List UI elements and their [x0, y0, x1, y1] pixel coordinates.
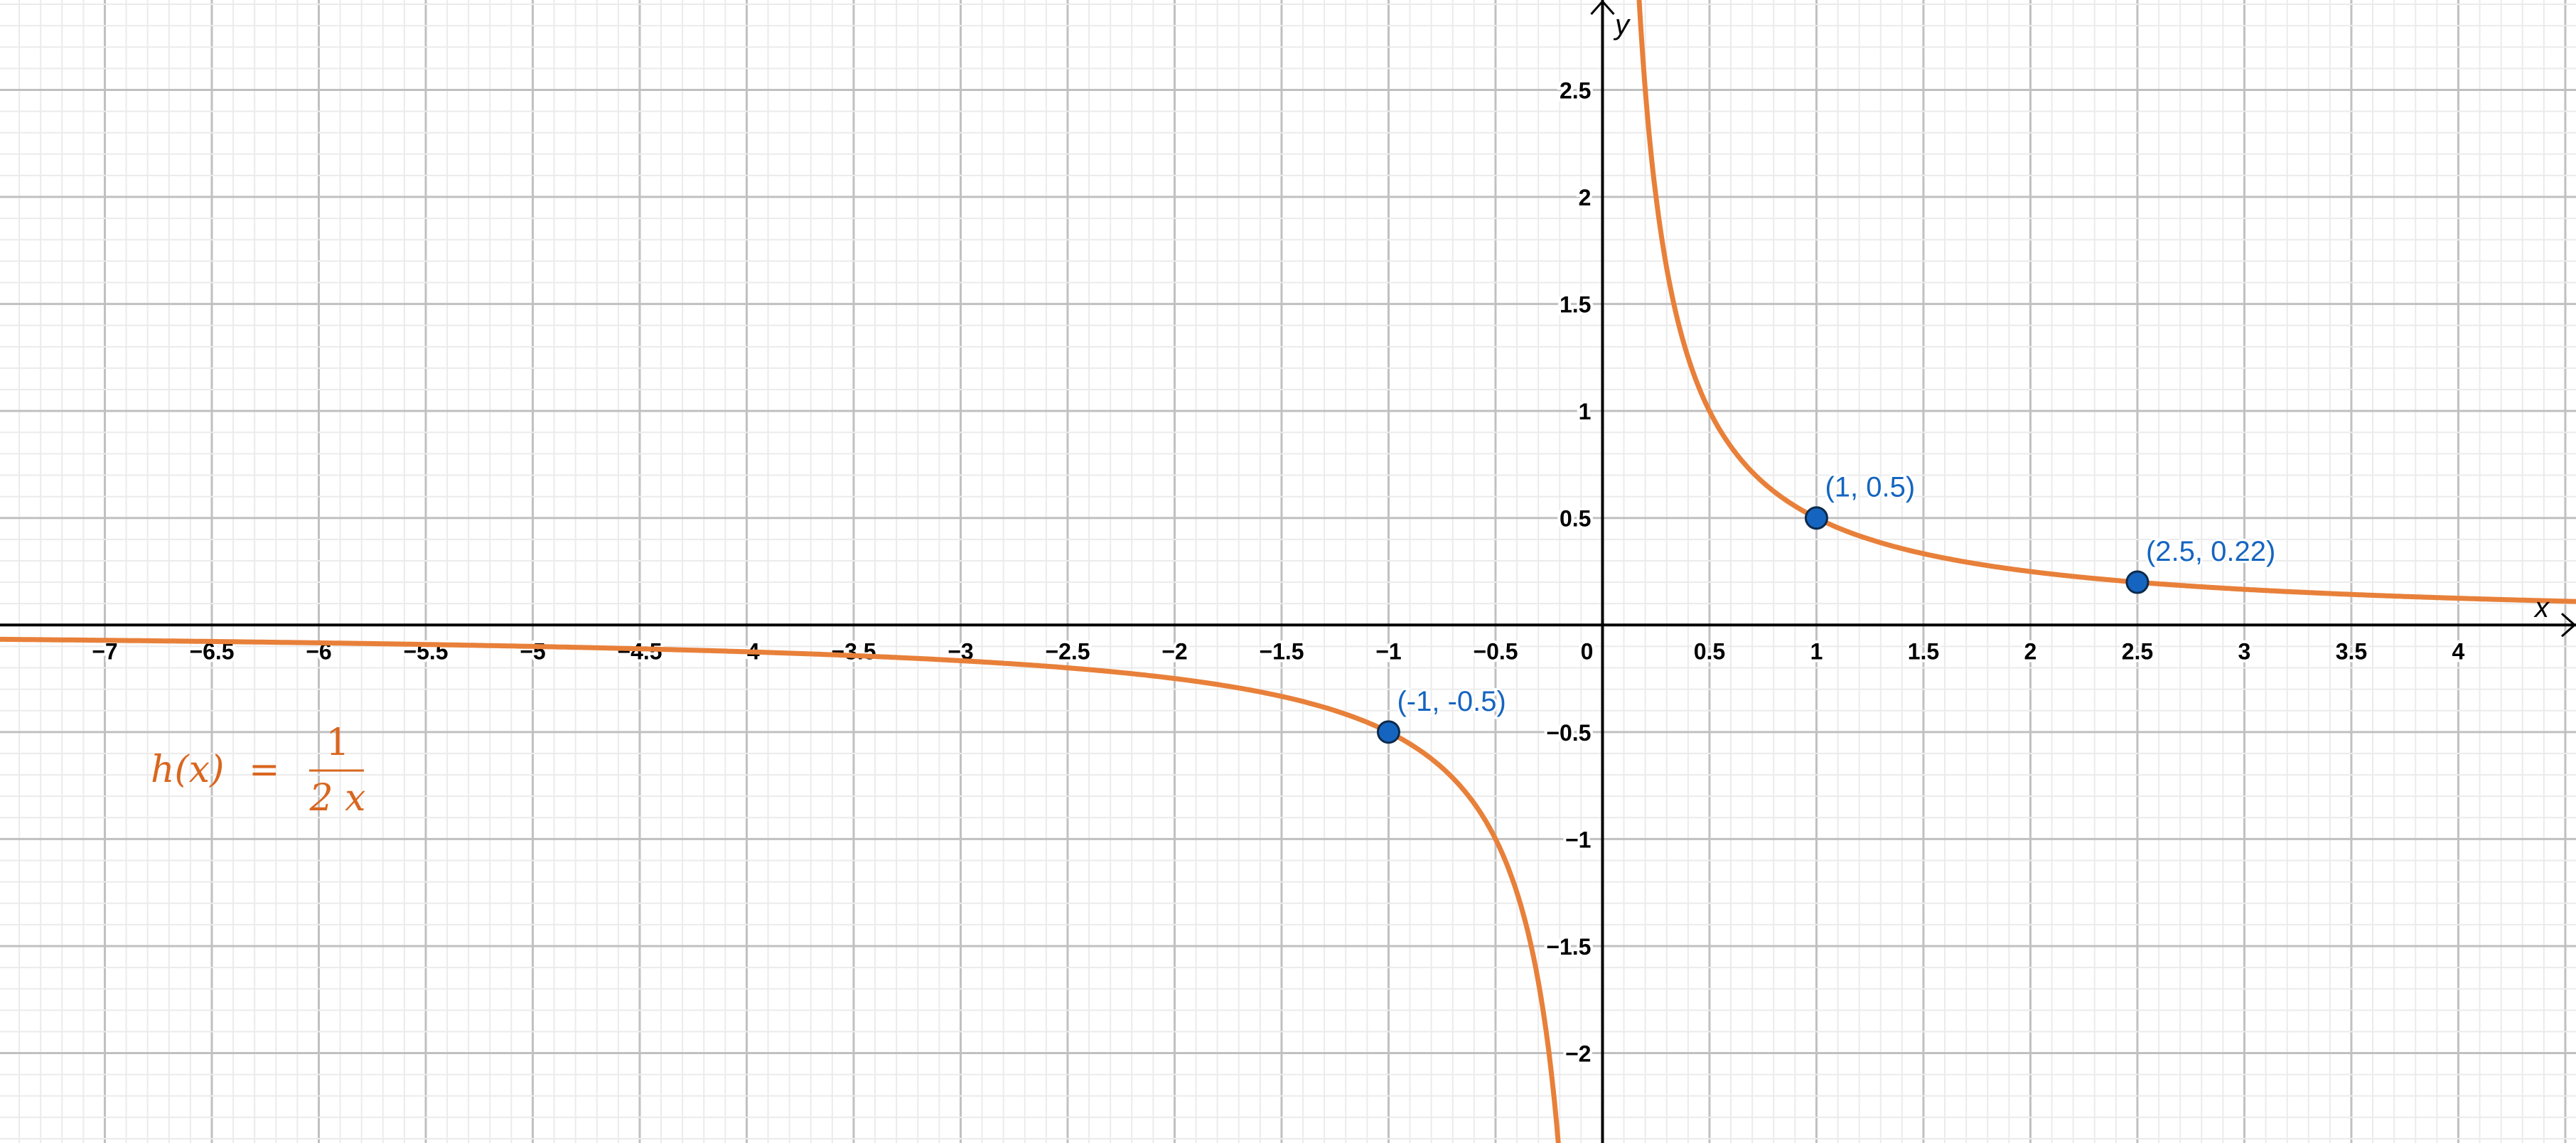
x-tick-label: 3.5: [2336, 638, 2367, 664]
point-marker: [2125, 570, 2150, 594]
point-marker: [1376, 720, 1400, 744]
y-tick-label: 2: [1579, 185, 1592, 210]
formula-denominator: 2 x: [309, 777, 366, 820]
x-tick-label: −2: [1161, 638, 1187, 664]
point-label: (1, 0.5): [1825, 472, 1915, 503]
x-tick-label: −1.5: [1259, 638, 1304, 664]
points: (1, 0.5) (2.5, 0.22) (-1, -0.5): [1376, 470, 2277, 744]
x-tick-label: 0.5: [1694, 638, 1725, 664]
x-tick-label: 2: [2024, 638, 2037, 664]
y-tick-label: −1.5: [1546, 934, 1591, 960]
point-label: (-1, -0.5): [1397, 686, 1506, 717]
x-tick-label: 1: [1810, 638, 1823, 664]
x-tick-label: −3.5: [831, 638, 876, 664]
formula-lhs: h(x): [151, 748, 224, 791]
x-tick-label: 3: [2238, 638, 2251, 664]
x-tick-label: −1: [1375, 638, 1401, 664]
x-axis-label: x: [2533, 592, 2550, 623]
x-tick-label: 0: [1581, 638, 1594, 664]
x-tick-label: −2.5: [1045, 638, 1090, 664]
function-label: h(x) = 1 2 x: [151, 721, 365, 820]
y-axis-arrow-icon: [1590, 0, 1615, 15]
x-tick-label: −0.5: [1473, 638, 1518, 664]
y-tick-label: −2: [1565, 1041, 1591, 1067]
curve-branch-negative: [0, 636, 1561, 1143]
tick-labels: −7 −6.5 −6 −5.5 −5 −4.5 −4 −3.5 −3 −2.5 −2 −1.5 −1 −0…: [89, 75, 2467, 1069]
formula-equals: =: [249, 748, 280, 791]
point-marker: [1804, 506, 1828, 530]
y-tick-label: 1.5: [1560, 292, 1591, 318]
y-tick-label: 0.5: [1560, 506, 1591, 532]
point-label: (2.5, 0.22): [2146, 536, 2275, 567]
x-axis-arrow-icon: [2561, 613, 2576, 638]
curve-branch-positive: [1636, 0, 2576, 604]
formula-numerator: 1: [326, 721, 349, 764]
x-tick-label: 1.5: [1908, 638, 1939, 664]
y-tick-label: 2.5: [1560, 77, 1591, 103]
x-tick-label: 2.5: [2122, 638, 2153, 664]
x-tick-label: −5: [520, 638, 545, 664]
y-tick-label: −1: [1565, 827, 1591, 852]
y-tick-label: −0.5: [1546, 720, 1591, 746]
y-axis-label: y: [1613, 9, 1631, 41]
y-tick-label: 1: [1579, 399, 1592, 424]
x-tick-label: 4: [2452, 638, 2465, 664]
